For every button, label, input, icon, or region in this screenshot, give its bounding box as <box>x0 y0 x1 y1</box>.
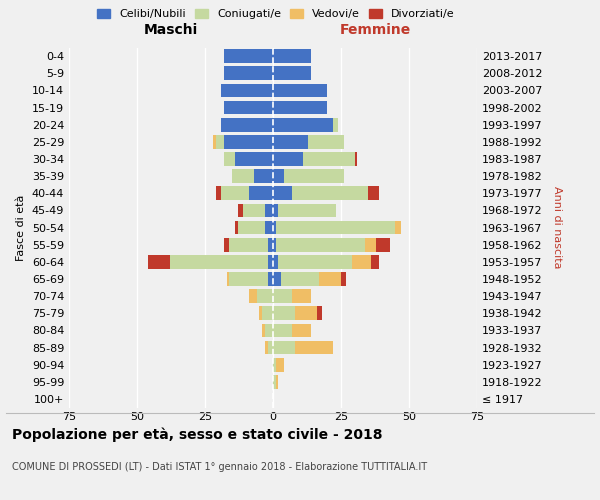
Bar <box>333 118 338 132</box>
Bar <box>243 204 265 217</box>
Bar <box>295 340 333 354</box>
Bar <box>224 152 235 166</box>
Bar <box>221 118 273 132</box>
Bar <box>273 49 311 63</box>
Bar <box>292 289 311 303</box>
Bar <box>235 220 238 234</box>
Bar <box>273 340 295 354</box>
Bar <box>273 255 278 268</box>
Bar <box>303 152 355 166</box>
Bar <box>273 169 284 183</box>
Bar <box>238 204 243 217</box>
Legend: Celibi/Nubili, Coniugati/e, Vedovi/e, Divorziati/e: Celibi/Nubili, Coniugati/e, Vedovi/e, Di… <box>94 6 458 22</box>
Bar <box>213 135 216 148</box>
Bar <box>268 340 273 354</box>
Bar <box>262 306 273 320</box>
Bar <box>273 100 328 114</box>
Bar <box>273 375 276 388</box>
Y-axis label: Anni di nascita: Anni di nascita <box>552 186 562 269</box>
Bar <box>317 306 322 320</box>
Bar <box>265 340 268 354</box>
Bar <box>355 152 358 166</box>
Bar <box>368 186 379 200</box>
Bar <box>278 204 335 217</box>
Bar <box>216 135 224 148</box>
Bar <box>341 272 346 286</box>
Bar <box>248 289 257 303</box>
Bar <box>273 272 281 286</box>
Bar <box>395 220 401 234</box>
Bar <box>273 204 278 217</box>
Bar <box>265 220 273 234</box>
Bar <box>148 255 170 268</box>
Bar <box>273 84 328 97</box>
Text: Popolazione per età, sesso e stato civile - 2018: Popolazione per età, sesso e stato civil… <box>12 428 383 442</box>
Bar <box>292 324 311 337</box>
Bar <box>273 306 295 320</box>
Bar <box>224 100 273 114</box>
Bar <box>371 255 379 268</box>
Bar <box>221 186 248 200</box>
Bar <box>319 272 341 286</box>
Bar <box>229 238 268 252</box>
Bar <box>273 289 292 303</box>
Bar <box>276 375 278 388</box>
Bar <box>235 152 273 166</box>
Bar <box>273 220 276 234</box>
Bar <box>265 204 273 217</box>
Bar <box>273 152 303 166</box>
Bar <box>170 255 268 268</box>
Bar <box>278 255 352 268</box>
Y-axis label: Fasce di età: Fasce di età <box>16 194 26 260</box>
Bar <box>262 324 265 337</box>
Bar <box>273 118 333 132</box>
Bar <box>308 135 344 148</box>
Bar <box>221 84 273 97</box>
Bar <box>265 324 273 337</box>
Text: COMUNE DI PROSSEDI (LT) - Dati ISTAT 1° gennaio 2018 - Elaborazione TUTTITALIA.I: COMUNE DI PROSSEDI (LT) - Dati ISTAT 1° … <box>12 462 427 472</box>
Bar <box>273 324 292 337</box>
Bar <box>216 186 221 200</box>
Text: Femmine: Femmine <box>340 23 410 37</box>
Bar <box>268 272 273 286</box>
Bar <box>259 306 262 320</box>
Bar <box>257 289 273 303</box>
Bar <box>295 306 317 320</box>
Bar <box>224 135 273 148</box>
Bar <box>227 272 229 286</box>
Bar <box>254 169 273 183</box>
Bar <box>224 238 229 252</box>
Bar <box>376 238 390 252</box>
Bar <box>276 220 395 234</box>
Bar <box>365 238 376 252</box>
Bar <box>268 255 273 268</box>
Bar <box>268 238 273 252</box>
Bar <box>273 66 311 80</box>
Bar <box>224 66 273 80</box>
Bar <box>281 272 319 286</box>
Bar <box>273 358 276 372</box>
Bar <box>276 238 365 252</box>
Bar <box>273 186 292 200</box>
Bar <box>238 220 265 234</box>
Bar <box>292 186 368 200</box>
Bar <box>284 169 344 183</box>
Bar <box>248 186 273 200</box>
Bar <box>224 49 273 63</box>
Bar <box>229 272 268 286</box>
Bar <box>273 238 276 252</box>
Bar <box>273 135 308 148</box>
Text: Maschi: Maschi <box>144 23 198 37</box>
Bar <box>276 358 284 372</box>
Bar <box>232 169 254 183</box>
Bar <box>352 255 371 268</box>
